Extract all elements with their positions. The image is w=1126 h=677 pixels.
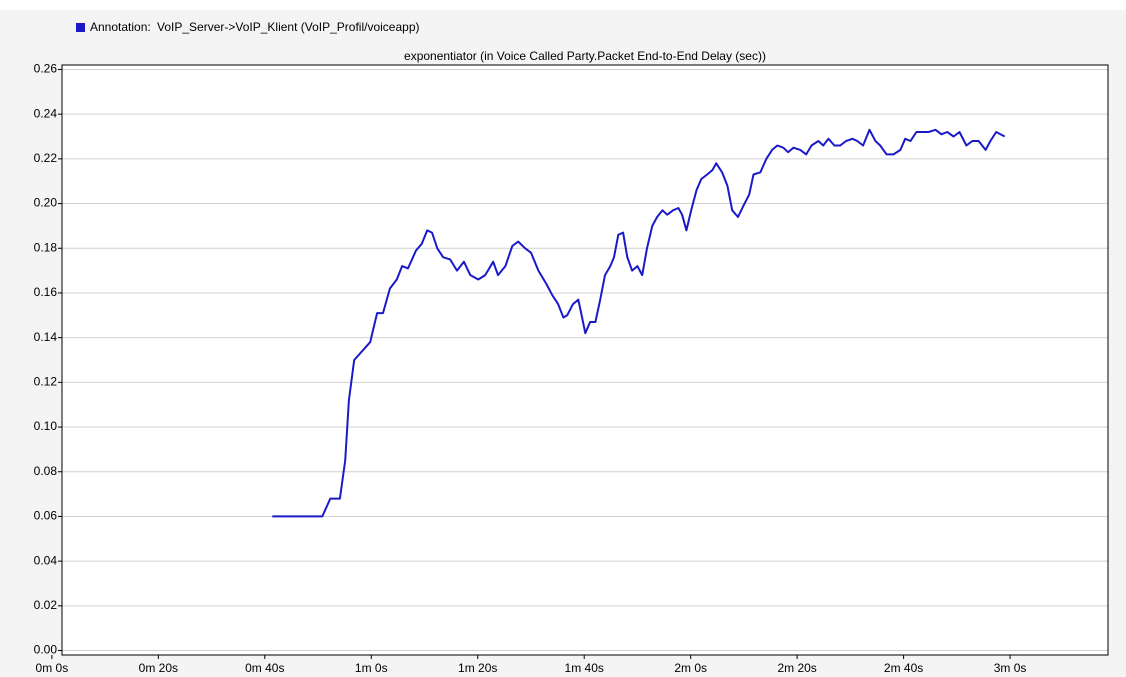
y-tick-label: 0.18	[34, 240, 58, 254]
y-tick-label: 0.24	[34, 106, 58, 120]
y-tick-label: 0.14	[34, 330, 58, 344]
y-tick-label: 0.20	[34, 196, 58, 210]
y-tick-label: 0.12	[34, 375, 58, 389]
x-tick-label: 1m 20s	[458, 661, 497, 675]
y-tick-label: 0.10	[34, 419, 58, 433]
x-tick-label: 2m 20s	[777, 661, 816, 675]
y-tick-label: 0.00	[34, 643, 58, 657]
x-tick-label: 2m 40s	[884, 661, 923, 675]
y-tick-label: 0.26	[34, 62, 58, 76]
x-tick-label: 2m 0s	[674, 661, 707, 675]
legend-swatch	[76, 23, 85, 32]
chart-title: exponentiator (in Voice Called Party.Pac…	[404, 49, 766, 63]
x-tick-label: 0m 20s	[139, 661, 178, 675]
x-tick-label: 0m 0s	[36, 661, 69, 675]
y-tick-label: 0.06	[34, 509, 58, 523]
y-tick-label: 0.08	[34, 464, 58, 478]
y-tick-label: 0.02	[34, 598, 58, 612]
y-tick-label: 0.04	[34, 553, 58, 567]
series-line	[272, 128, 1006, 518]
legend-entry: VoIP_Server->VoIP_Klient (VoIP_Profil/vo…	[157, 20, 419, 34]
x-tick-label: 1m 0s	[355, 661, 388, 675]
plot-frame	[61, 64, 1109, 656]
x-tick-label: 1m 40s	[565, 661, 604, 675]
y-tick-label: 0.16	[34, 285, 58, 299]
legend-label: Annotation:	[90, 20, 151, 34]
top-strip	[0, 0, 1126, 10]
x-tick-label: 0m 40s	[245, 661, 284, 675]
y-tick-label: 0.22	[34, 151, 58, 165]
plot-area	[62, 65, 1108, 655]
x-tick-label: 3m 0s	[994, 661, 1027, 675]
